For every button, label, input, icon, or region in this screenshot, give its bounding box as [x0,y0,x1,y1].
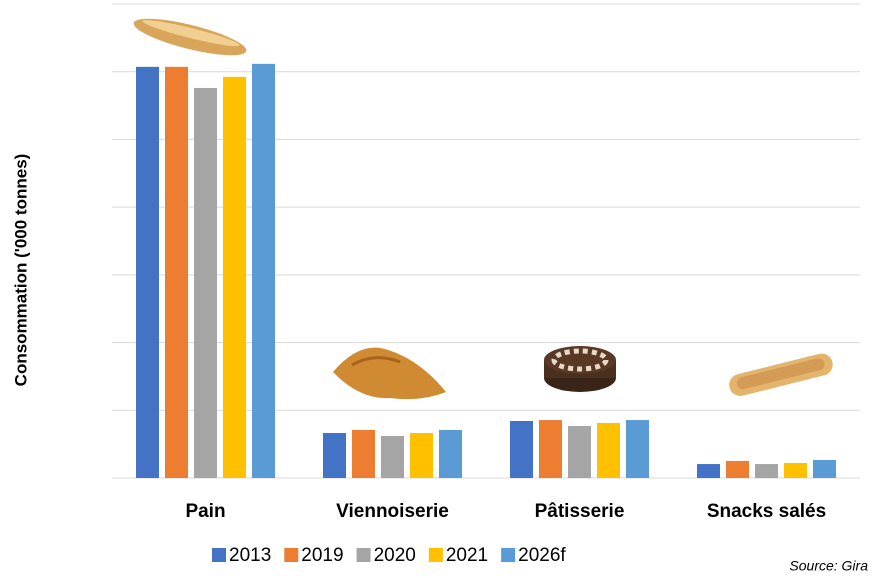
bar [439,429,462,478]
legend-label: 2026f [518,545,566,566]
bar [510,420,533,478]
bar [381,436,404,478]
bar [410,433,433,478]
x-tick-label: Viennoiserie [336,501,449,522]
bar [813,459,836,478]
legend-swatch [356,548,371,562]
x-tick-label: Pain [185,501,225,522]
bar [539,420,562,478]
legend-swatch [212,548,226,562]
legend-swatch [501,548,516,562]
legend-swatch [428,548,443,562]
x-tick-label: Snacks salés [707,501,826,522]
bar [597,423,620,478]
bar [194,87,217,479]
legend-label: 2020 [374,545,416,566]
legend-label: 2013 [229,545,271,566]
source: Source: Gira [789,558,868,574]
bar [165,66,188,478]
bar [697,464,720,478]
bar [252,63,275,478]
bar [136,66,159,478]
legend-swatch [284,548,299,562]
x-tick-label: Pâtisserie [535,501,625,522]
bar [223,76,246,479]
bar [323,433,346,478]
bar [568,425,591,478]
bar [784,462,807,478]
bar [726,460,749,478]
y-axis-label: Consommation ('000 tonnes) [11,154,30,387]
images [133,18,833,400]
bar [352,429,375,478]
bar [626,420,649,478]
legend-label: 2019 [301,545,343,566]
bar [755,464,778,478]
legend-label: 2021 [446,545,488,566]
